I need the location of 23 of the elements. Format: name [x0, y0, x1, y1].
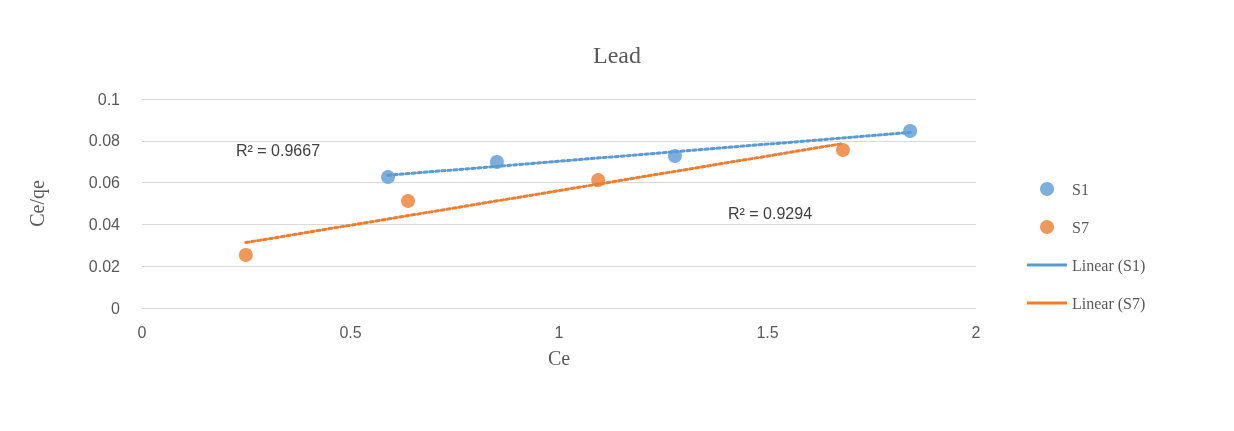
legend-label: Linear (S7): [1072, 294, 1146, 313]
y-tick-label: 0: [111, 299, 121, 317]
y-tick-label: 0.08: [88, 132, 121, 150]
x-tick-label: 0.5: [339, 323, 362, 341]
legend-label: Linear (S1): [1072, 256, 1146, 275]
point: [238, 247, 253, 262]
legend-label: S7: [1072, 218, 1089, 236]
legend-label: S1: [1072, 180, 1089, 198]
y-tick-label: 0.1: [97, 90, 121, 108]
x-axis-title: Ce: [547, 347, 571, 369]
x-tick-label: 1.5: [756, 323, 779, 341]
y-tick-label: 0.02: [88, 257, 121, 275]
annotation: R² = 0.9667: [235, 141, 321, 159]
chart-title: Lead: [593, 42, 641, 68]
y-tick-label: 0.06: [88, 174, 121, 192]
point: [835, 143, 850, 157]
x-tick-label: 2: [971, 323, 981, 341]
annotation: R² = 0.9294: [727, 204, 813, 222]
y-axis-title: Ce/qe: [26, 180, 49, 227]
x-tick-label: 0: [137, 323, 147, 341]
point: [401, 194, 416, 208]
x-tick-label: 1: [554, 323, 564, 341]
y-tick-label: 0.04: [88, 215, 121, 233]
